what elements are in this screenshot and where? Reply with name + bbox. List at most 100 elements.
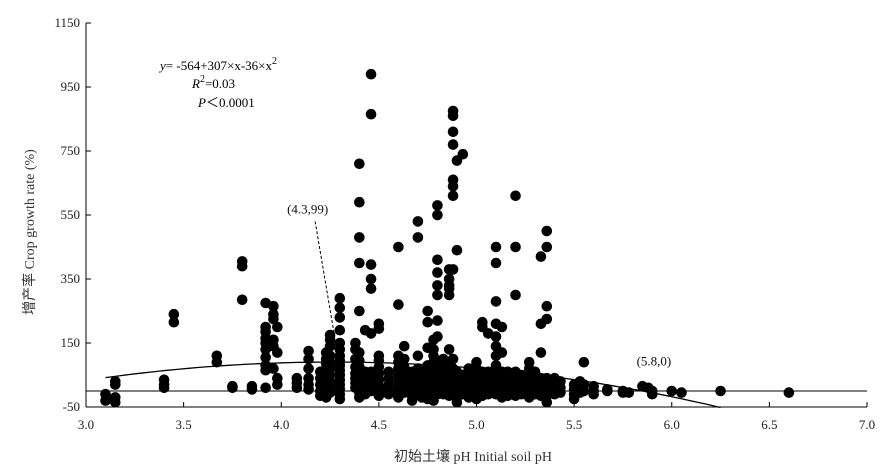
data-point [510,289,521,301]
data-point [432,200,443,211]
data-point [291,382,303,394]
data-point [541,313,553,325]
p-value: P＜0.0001 [197,95,255,110]
data-point [412,350,424,362]
data-point [334,292,346,304]
data-point [334,312,346,323]
data-point [578,385,590,397]
x-tick-label: 6.5 [761,417,777,432]
data-point [623,387,635,398]
data-point [482,388,494,400]
data-point [432,289,443,301]
data-point [365,328,377,339]
data-point [354,305,365,317]
data-point [646,388,658,400]
data-point [447,139,459,150]
x-tick-label: 5.5 [566,417,582,432]
data-point [398,340,410,352]
data-point [447,353,459,365]
data-point [447,190,459,202]
x-tick-label: 7.0 [859,417,875,432]
data-point [334,302,346,314]
data-point [303,363,314,374]
data-point [432,267,443,278]
data-point [354,196,365,208]
data-point [602,385,613,397]
y-tick-label: -50 [63,399,80,414]
data-point [303,384,314,395]
data-point [334,393,346,405]
y-tick-label: 550 [61,207,81,222]
data-point [365,68,377,80]
data-point [365,259,377,270]
x-axis-title: 初始土壤 pH Initial soil pH [394,448,552,465]
x-tick-label: 3.5 [176,417,192,432]
data-point [109,379,121,390]
y-axis-title: 增产率 Crop growth rate (%) [21,149,38,315]
data-point [422,305,433,317]
data-point [354,158,365,170]
data-point [502,390,514,402]
x-tick-label: 4.5 [371,417,387,432]
data-point [109,392,121,403]
data-point [100,388,111,400]
data-point [447,110,459,122]
annotation-label: (5.8,0) [637,353,672,368]
data-point [365,283,377,294]
fit-curve [105,361,721,409]
data-point [268,300,279,312]
data-point [393,299,404,310]
data-point [490,257,502,269]
y-tick-label: 750 [61,143,81,158]
data-point [272,379,283,390]
data-point [676,387,687,398]
y-tick-label: 1150 [54,15,80,30]
data-point [555,387,566,398]
y-tick-label: 150 [61,335,81,350]
data-point [412,232,424,243]
data-point [783,387,795,398]
data-point [354,232,365,243]
data-point [268,313,279,325]
data-point [168,316,180,328]
data-point [588,388,599,400]
data-point [246,384,258,395]
r-squared: R2=0.03 [191,74,235,91]
data-point [365,273,377,285]
data-point [535,347,547,358]
data-point [490,241,502,253]
data-point [715,385,726,397]
data-point [541,396,553,408]
data-point [451,396,463,408]
data-point [268,363,279,374]
data-point [447,126,459,138]
x-tick-label: 5.0 [468,417,484,432]
y-tick-label: 950 [61,79,81,94]
data-point [490,331,502,342]
data-point [541,300,553,312]
annotations: (4.3,99) (5.8,0) [287,201,671,368]
data-point [272,321,283,333]
data-point [451,244,463,256]
equation-line: y= -564+307×x-36×x2 [158,56,277,73]
x-tick-label: 6.0 [664,417,680,432]
data-point [535,251,547,262]
data-point [168,308,180,320]
data-point [666,385,678,397]
data-point [541,241,553,253]
data-point [412,216,424,227]
data-point [432,315,443,326]
data-point [490,296,502,307]
data-point [432,280,443,291]
data-point [227,380,238,392]
data-point [398,353,410,365]
data-point [211,356,223,368]
data-point [432,209,443,221]
data-points [100,68,795,408]
data-point [373,323,385,334]
data-point [324,387,336,398]
fit-equation: y= -564+307×x-36×x2 R2=0.03 P＜0.0001 [158,56,277,110]
data-point [158,382,170,394]
x-tick-label: 3.0 [78,417,94,432]
